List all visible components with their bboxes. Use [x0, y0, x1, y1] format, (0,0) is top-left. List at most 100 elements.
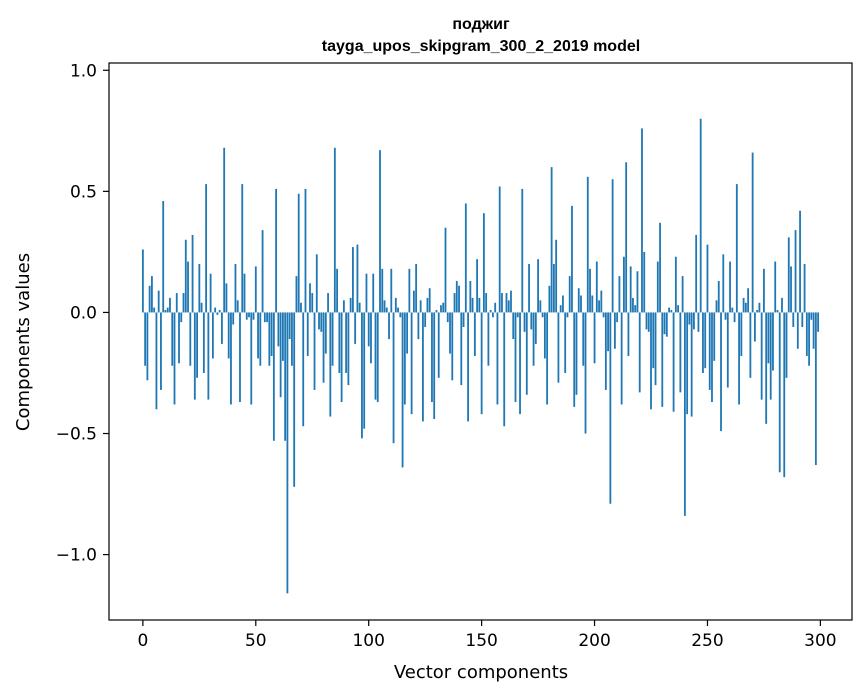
bar-component-117 — [406, 312, 409, 354]
bar-component-135 — [446, 312, 449, 323]
bar-component-144 — [467, 312, 469, 422]
bar-component-175 — [537, 259, 539, 313]
bar-component-123 — [419, 300, 422, 313]
bar-component-121 — [415, 264, 418, 313]
bar-component-164 — [512, 312, 515, 340]
bar-component-223 — [645, 312, 648, 330]
bar-component-58 — [272, 312, 275, 441]
bar-component-55 — [266, 312, 268, 323]
bar-component-200 — [593, 312, 596, 364]
plot-area-frame — [108, 62, 853, 621]
x-tick-label: 300 — [804, 631, 836, 651]
x-axis-label: Vector components — [394, 662, 568, 683]
bar-component-145 — [469, 280, 472, 313]
bar-component-267 — [744, 302, 747, 313]
bar-component-220 — [638, 312, 641, 393]
bar-component-279 — [772, 312, 774, 371]
bar-component-77 — [315, 254, 318, 313]
bar-component-160 — [503, 312, 506, 427]
bar-component-122 — [417, 312, 420, 340]
bar-component-133 — [442, 302, 445, 313]
bar-component-177 — [541, 312, 544, 318]
bar-component-65 — [288, 312, 291, 340]
bar-component-253 — [713, 312, 716, 361]
bar-component-165 — [514, 312, 517, 403]
bar-component-211 — [618, 276, 621, 313]
bar-component-259 — [726, 312, 729, 388]
bar-component-25 — [198, 264, 201, 313]
bar-component-236 — [674, 256, 677, 313]
bar-component-53 — [261, 230, 264, 313]
bar-component-255 — [717, 280, 720, 313]
bar-component-0 — [141, 249, 144, 313]
bar-component-276 — [765, 312, 768, 424]
bar-component-250 — [706, 244, 709, 313]
bar-component-156 — [494, 302, 497, 313]
bar-component-16 — [178, 312, 180, 364]
bar-component-199 — [591, 295, 594, 313]
bar-component-184 — [557, 312, 560, 383]
bar-component-1 — [144, 312, 147, 366]
bar-component-284 — [783, 312, 786, 478]
bar-component-69 — [297, 193, 300, 313]
bar-component-277 — [767, 312, 770, 364]
bar-component-188 — [566, 312, 569, 318]
bar-component-151 — [482, 213, 485, 313]
bar-component-74 — [309, 283, 311, 313]
bar-component-34 — [218, 310, 221, 313]
bar-component-125 — [424, 312, 427, 327]
bar-component-134 — [444, 227, 447, 313]
bar-component-2 — [146, 312, 149, 381]
bar-component-14 — [173, 312, 176, 405]
bar-component-152 — [485, 293, 488, 313]
bar-component-194 — [580, 295, 582, 313]
bar-component-33 — [216, 312, 219, 315]
bar-component-80 — [322, 312, 325, 383]
bar-component-139 — [455, 280, 458, 313]
bar-component-44 — [241, 184, 244, 313]
bar-component-239 — [681, 276, 684, 313]
bar-component-146 — [471, 297, 474, 313]
bar-component-21 — [189, 312, 192, 366]
bar-component-120 — [412, 290, 415, 313]
bar-component-163 — [510, 290, 512, 313]
bar-component-153 — [487, 312, 490, 366]
bar-component-269 — [749, 312, 752, 378]
bar-component-39 — [230, 312, 232, 405]
bar-component-94 — [354, 312, 357, 344]
bar-component-85 — [333, 147, 336, 313]
bar-component-266 — [742, 297, 745, 313]
bar-component-261 — [731, 307, 734, 313]
bar-component-202 — [598, 300, 600, 313]
bar-component-140 — [458, 285, 460, 313]
bar-component-42 — [236, 300, 239, 313]
y-tick-label: 0.0 — [70, 303, 97, 323]
bar-component-230 — [661, 312, 664, 407]
bar-component-79 — [320, 312, 323, 332]
bar-component-171 — [528, 264, 530, 313]
bar-component-291 — [799, 210, 801, 313]
bar-component-103 — [374, 312, 377, 400]
bar-component-138 — [453, 293, 456, 313]
bar-component-43 — [239, 312, 241, 403]
bar-component-87 — [338, 312, 341, 373]
bar-component-167 — [519, 312, 521, 415]
bar-component-13 — [171, 312, 174, 366]
bar-component-172 — [530, 312, 533, 330]
bar-component-180 — [548, 285, 551, 313]
bar-component-274 — [760, 312, 763, 400]
bar-component-283 — [781, 297, 783, 313]
bar-component-198 — [589, 268, 591, 313]
bar-component-228 — [656, 261, 659, 313]
bar-component-196 — [584, 312, 587, 434]
bar-component-15 — [175, 293, 178, 313]
chart-subtitle: tayga_upos_skipgram_300_2_2019 model — [322, 38, 640, 55]
bar-component-158 — [498, 186, 501, 313]
bar-component-157 — [496, 312, 499, 405]
bar-component-281 — [776, 310, 779, 313]
bar-component-265 — [740, 312, 743, 357]
x-tick-label: 50 — [245, 631, 267, 651]
bar-component-64 — [286, 312, 289, 594]
bar-component-86 — [336, 268, 338, 313]
bar-component-173 — [532, 312, 535, 366]
